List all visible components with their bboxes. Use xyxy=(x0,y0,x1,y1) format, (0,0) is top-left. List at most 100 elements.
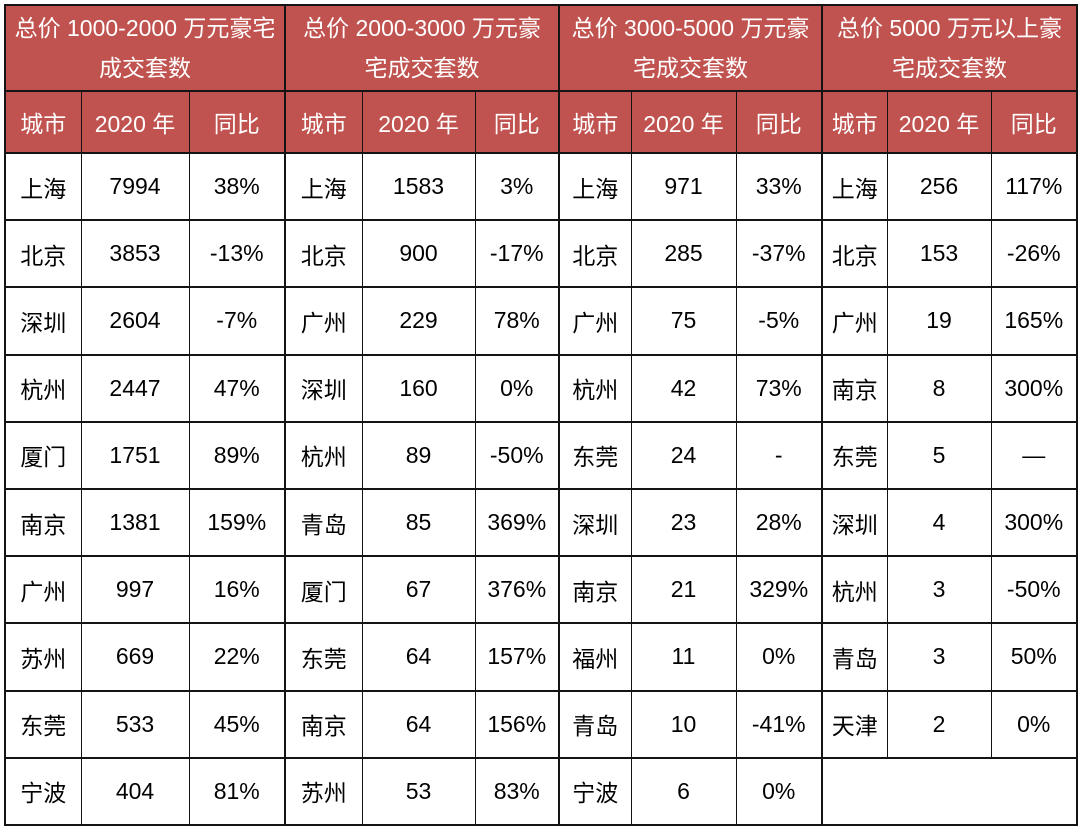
city-cell: 广州 xyxy=(558,286,632,356)
yoy-cell: 73% xyxy=(735,353,823,423)
yoy-cell: 33% xyxy=(735,151,823,222)
yoy-cell: 157% xyxy=(474,622,560,692)
city-column-header: 城市 xyxy=(821,90,888,154)
table-row: 广州 997 16% 厦门 67 376% 南京 21 329% 杭州 3 -50% xyxy=(4,555,1078,625)
count-2020-cell: 23 xyxy=(630,487,737,558)
count-2020-cell: 1381 xyxy=(80,487,190,558)
yoy-cell: 89% xyxy=(188,420,286,490)
yoy-cell: 47% xyxy=(188,353,286,423)
group-title-row: 总价 1000-2000 万元豪宅成交套数 总价 2000-3000 万元豪宅成交… xyxy=(4,4,1078,92)
city-cell: 青岛 xyxy=(284,487,363,558)
count-2020-cell: 1751 xyxy=(80,420,190,490)
yoy-cell: 376% xyxy=(474,555,560,625)
count-2020-cell: 153 xyxy=(886,219,992,289)
count-2020-cell: 64 xyxy=(361,689,476,759)
yoy-cell: 329% xyxy=(735,555,823,625)
city-cell: 南京 xyxy=(4,487,82,558)
count-2020-cell: 3 xyxy=(886,622,992,692)
table-row: 深圳 2604 -7% 广州 229 78% 广州 75 -5% 广州 19 165% xyxy=(4,286,1078,356)
yoy-cell: 369% xyxy=(474,487,560,558)
count-2020-cell: 42 xyxy=(630,353,737,423)
yoy-cell: -50% xyxy=(990,555,1078,625)
group-title: 总价 2000-3000 万元豪宅成交套数 xyxy=(284,4,560,92)
table-row: 南京 1381 159% 青岛 85 369% 深圳 23 28% 深圳 4 300% xyxy=(4,487,1078,558)
yoy-column-header: 同比 xyxy=(990,90,1078,154)
count-2020-cell: 8 xyxy=(886,353,992,423)
city-cell: 北京 xyxy=(558,219,632,289)
count-2020-cell: 2447 xyxy=(80,353,190,423)
city-cell: 东莞 xyxy=(558,420,632,490)
city-cell: 宁波 xyxy=(4,756,82,827)
city-cell: 北京 xyxy=(821,219,888,289)
luxury-home-sales-table: 总价 1000-2000 万元豪宅成交套数 总价 2000-3000 万元豪宅成交… xyxy=(4,4,1079,827)
city-cell: 青岛 xyxy=(558,689,632,759)
table-row: 上海 7994 38% 上海 1583 3% 上海 971 33% 上海 256 117% xyxy=(4,151,1078,222)
table-row: 杭州 2447 47% 深圳 160 0% 杭州 42 73% 南京 8 300% xyxy=(4,353,1078,423)
yoy-cell: 16% xyxy=(188,555,286,625)
city-cell: 东莞 xyxy=(4,689,82,759)
yoy-cell: -37% xyxy=(735,219,823,289)
city-cell: 厦门 xyxy=(4,420,82,490)
yoy-cell: 117% xyxy=(990,151,1078,222)
table-row: 北京 3853 -13% 北京 900 -17% 北京 285 -37% 北京 153 -26% xyxy=(4,219,1078,289)
count-2020-cell: 19 xyxy=(886,286,992,356)
count-2020-cell: 900 xyxy=(361,219,476,289)
city-cell: 天津 xyxy=(821,689,888,759)
yoy-column-header: 同比 xyxy=(188,90,286,154)
yoy-cell: 83% xyxy=(474,756,560,827)
count-2020-cell: 2604 xyxy=(80,286,190,356)
group-title: 总价 5000 万元以上豪宅成交套数 xyxy=(820,4,1078,92)
city-cell: 深圳 xyxy=(821,487,888,558)
yoy-cell: -7% xyxy=(188,286,286,356)
yoy-cell: -13% xyxy=(188,219,286,289)
city-cell: 杭州 xyxy=(821,555,888,625)
yoy-cell: 300% xyxy=(990,487,1078,558)
column-header-row: 城市 2020 年同比 城市 2020 年同比 城市 2020 年同比 城市 2020 年同比 xyxy=(4,90,1078,154)
count-2020-cell: 3 xyxy=(886,555,992,625)
count-2020-cell: 3853 xyxy=(80,219,190,289)
count-2020-cell: 5 xyxy=(886,420,992,490)
count-2020-cell: 971 xyxy=(630,151,737,222)
yoy-cell: 38% xyxy=(188,151,286,222)
table-row: 厦门 1751 89% 杭州 89 -50% 东莞 24- 东莞 5— xyxy=(4,420,1078,490)
city-cell: 苏州 xyxy=(284,756,363,827)
city-cell: 南京 xyxy=(284,689,363,759)
count-2020-cell: 85 xyxy=(361,487,476,558)
count-2020-cell: 404 xyxy=(80,756,190,827)
city-cell: 深圳 xyxy=(284,353,363,423)
city-column-header: 城市 xyxy=(4,90,82,154)
city-cell: 深圳 xyxy=(558,487,632,558)
yoy-cell: — xyxy=(990,420,1078,490)
yoy-cell: 159% xyxy=(188,487,286,558)
count-2020-cell: 10 xyxy=(630,689,737,759)
city-cell: 苏州 xyxy=(4,622,82,692)
count-2020-cell: 2 xyxy=(886,689,992,759)
year-2020-column-header: 2020 年 xyxy=(361,90,476,154)
group-title: 总价 3000-5000 万元豪宅成交套数 xyxy=(558,4,823,92)
city-cell: 南京 xyxy=(558,555,632,625)
city-cell: 东莞 xyxy=(821,420,888,490)
city-cell: 上海 xyxy=(558,151,632,222)
count-2020-cell: 64 xyxy=(361,622,476,692)
yoy-cell: -41% xyxy=(735,689,823,759)
city-cell: 上海 xyxy=(821,151,888,222)
count-2020-cell: 6 xyxy=(630,756,737,827)
city-cell: 南京 xyxy=(821,353,888,423)
yoy-cell: -17% xyxy=(474,219,560,289)
count-2020-cell: 1583 xyxy=(361,151,476,222)
city-cell: 广州 xyxy=(4,555,82,625)
city-cell: 东莞 xyxy=(284,622,363,692)
yoy-cell: 22% xyxy=(188,622,286,692)
yoy-cell: -5% xyxy=(735,286,823,356)
yoy-cell: 156% xyxy=(474,689,560,759)
yoy-cell: 300% xyxy=(990,353,1078,423)
year-2020-column-header: 2020 年 xyxy=(80,90,190,154)
yoy-cell: 50% xyxy=(990,622,1078,692)
city-cell: 北京 xyxy=(284,219,363,289)
yoy-cell: 78% xyxy=(474,286,560,356)
group-title: 总价 1000-2000 万元豪宅成交套数 xyxy=(4,4,286,92)
yoy-cell: 0% xyxy=(990,689,1078,759)
city-column-header: 城市 xyxy=(284,90,363,154)
city-cell: 杭州 xyxy=(284,420,363,490)
